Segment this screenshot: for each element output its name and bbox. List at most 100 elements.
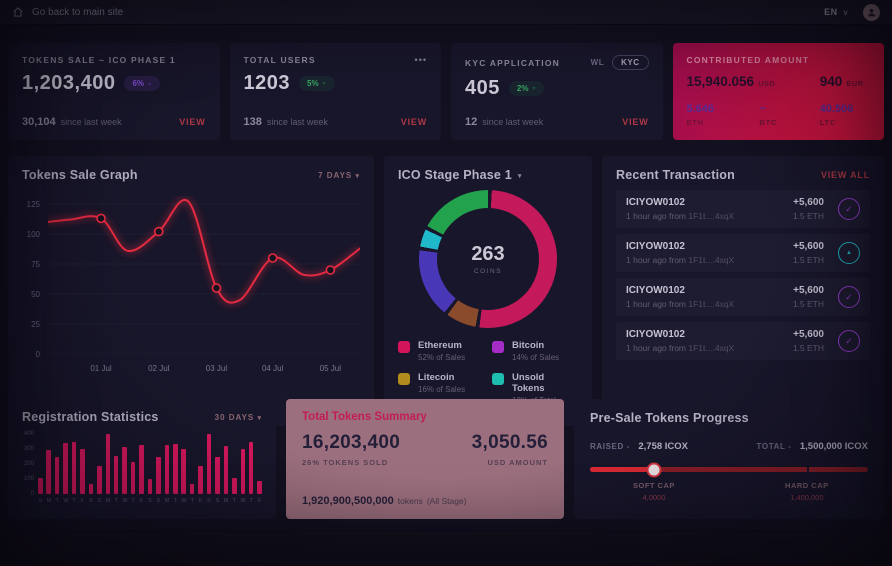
transaction-eth: 1.5 ETH: [792, 211, 824, 221]
view-all-link[interactable]: VIEW ALL: [820, 170, 870, 180]
legend-detail: 14% of Sales: [512, 353, 560, 362]
bar: [80, 449, 85, 494]
x-tick-label: F: [139, 498, 144, 504]
bar: [206, 434, 212, 494]
stat-sub-value: 138: [243, 116, 262, 128]
all-stage-tokens-value: 1,920,900,500,000: [302, 495, 394, 507]
bar: [105, 434, 110, 494]
x-tick-label: W: [240, 498, 246, 504]
back-label: Go back to main site: [32, 6, 124, 18]
coins-label: COINS: [473, 268, 503, 275]
bar: [223, 446, 229, 494]
legend-color-swatch: [398, 373, 410, 385]
bar: [198, 466, 203, 494]
bar: [232, 478, 237, 494]
view-link[interactable]: VIEW: [400, 117, 427, 127]
bar: [46, 449, 51, 494]
panel-title: Tokens Sale Graph: [22, 168, 138, 182]
usd-amount-caption: USD AMOUNT: [487, 458, 548, 467]
eth-value: 5.646: [686, 103, 715, 115]
usd-amount-value: 3,050.56: [471, 432, 548, 453]
panel-title: Recent Transaction: [616, 168, 735, 182]
transaction-id: ICIYOW0102: [626, 329, 685, 340]
raised-value: 2,758 ICOX: [638, 441, 689, 452]
usd-value: 15,940.056: [686, 74, 755, 89]
progress-slider-handle[interactable]: [646, 462, 662, 477]
transaction-row[interactable]: ICIYOW0102 1 hour ago from 1F1t....4xqX +5…: [616, 234, 870, 272]
registration-statistics-card: Registration Statistics 30 DAYS ▾ 400 300…: [8, 399, 276, 519]
transaction-info: ICIYOW0102 1 hour ago from 1F1t....4xqX: [626, 197, 734, 221]
range-dropdown[interactable]: 7 DAYS ▾: [318, 170, 360, 180]
x-tick-label: 03 Jul: [205, 364, 228, 373]
view-link[interactable]: VIEW: [179, 117, 206, 127]
tab-kyc[interactable]: KYC: [612, 55, 649, 70]
back-to-main-site-link[interactable]: Go back to main site: [12, 6, 123, 18]
progress-slider-track[interactable]: [590, 462, 868, 477]
line-chart: 01 Jul 02 Jul 03 Jul 04 Jul 05 Jul: [48, 196, 360, 373]
bar: [113, 455, 119, 494]
y-axis-labels: 400 300 200 100 0: [22, 431, 38, 508]
tokens-sale-stat-card: TOKENS SALE ~ ICO PHASE 1 1,203,400 6% ▲ …: [8, 43, 220, 140]
tab-wl[interactable]: WL: [590, 58, 605, 67]
trend-badge: 2% ▼: [508, 81, 545, 96]
stage-dropdown[interactable]: ▾: [518, 171, 523, 180]
x-tick-label: W: [122, 498, 128, 504]
transaction-row[interactable]: ICIYOW0102 1 hour ago from 1F1t....4xqX +5…: [616, 278, 870, 316]
x-tick-label: S: [89, 498, 93, 504]
presale-progress-card: Pre-Sale Tokens Progress RAISED - 2,758 …: [574, 399, 884, 519]
x-tick-label: T: [114, 498, 118, 504]
trend-down-icon: ▼: [531, 85, 537, 92]
bar: [38, 478, 43, 494]
bar: [215, 456, 220, 494]
transaction-time: 1 hour ago from 1F1t....4xqX: [626, 255, 735, 265]
hard-cap-tick: [806, 466, 809, 473]
x-tick-label: T: [131, 498, 135, 504]
legend-text: Bitcoin 14% of Sales: [512, 340, 559, 362]
x-tick-label: S: [215, 498, 220, 504]
bar: [189, 484, 195, 494]
footer-band: [0, 531, 892, 566]
recent-transactions-card: Recent Transaction VIEW ALL ICIYOW0102 1 …: [602, 156, 884, 426]
bar: [181, 449, 186, 494]
bar: [130, 461, 136, 494]
legend-item: Ethereum 52% of Sales: [398, 340, 484, 362]
transaction-eth: 1.5 ETH: [792, 343, 824, 353]
x-tick-label: S: [97, 498, 102, 504]
x-tick-label: S: [148, 498, 152, 504]
range-dropdown[interactable]: 30 DAYS ▾: [214, 412, 262, 422]
transaction-info: ICIYOW0102 1 hour ago from 1F1t....4xqX: [626, 285, 734, 309]
stat-value: 1203: [243, 72, 290, 94]
language-selector[interactable]: EN ∨: [824, 7, 849, 17]
data-point-marker: [267, 253, 278, 263]
kyc-application-stat-card: KYC APPLICATION WL KYC 405 2% ▼ 12 since …: [451, 43, 663, 140]
transaction-id: ICIYOW0102: [626, 241, 685, 252]
legend-text: Litecoin 16% of Sales: [418, 372, 465, 414]
stat-label: KYC APPLICATION: [465, 57, 560, 68]
bar: [88, 484, 94, 494]
x-tick-label: T: [232, 498, 236, 504]
stat-value: 1,203,400: [22, 72, 116, 94]
transaction-row[interactable]: ICIYOW0102 1 hour ago from 1F1t....4xqX +5…: [616, 322, 870, 360]
trend-badge: 5% ▼: [299, 76, 335, 91]
x-tick-label: 01 Jul: [90, 364, 112, 373]
transaction-id: ICIYOW0102: [626, 197, 685, 208]
legend-text: Ethereum 52% of Sales: [418, 340, 465, 362]
data-point-marker: [96, 213, 106, 224]
eur-unit: EUR: [846, 79, 864, 88]
stat-label: TOTAL USERS: [243, 55, 316, 65]
transaction-info: ICIYOW0102 1 hour ago from 1F1t....4xqX: [626, 329, 734, 353]
x-tick-label: W: [181, 498, 187, 504]
transaction-address: 1F1t....4xqX: [688, 299, 735, 309]
transaction-row[interactable]: ICIYOW0102 1 hour ago from 1F1t....4xqX +5…: [616, 190, 870, 228]
ico-stage-card: ICO Stage Phase 1 ▾ 263 COINS Ethereum 52…: [384, 156, 592, 426]
check-icon: ✓: [838, 286, 860, 308]
user-avatar[interactable]: [863, 3, 880, 21]
view-link[interactable]: VIEW: [622, 117, 649, 127]
x-tick-label: S: [38, 498, 43, 504]
soft-cap-label: SOFT CAP: [632, 481, 675, 490]
bar: [71, 442, 77, 494]
more-menu-icon[interactable]: •••: [414, 55, 427, 65]
legend-item: Litecoin 16% of Sales: [398, 372, 484, 414]
